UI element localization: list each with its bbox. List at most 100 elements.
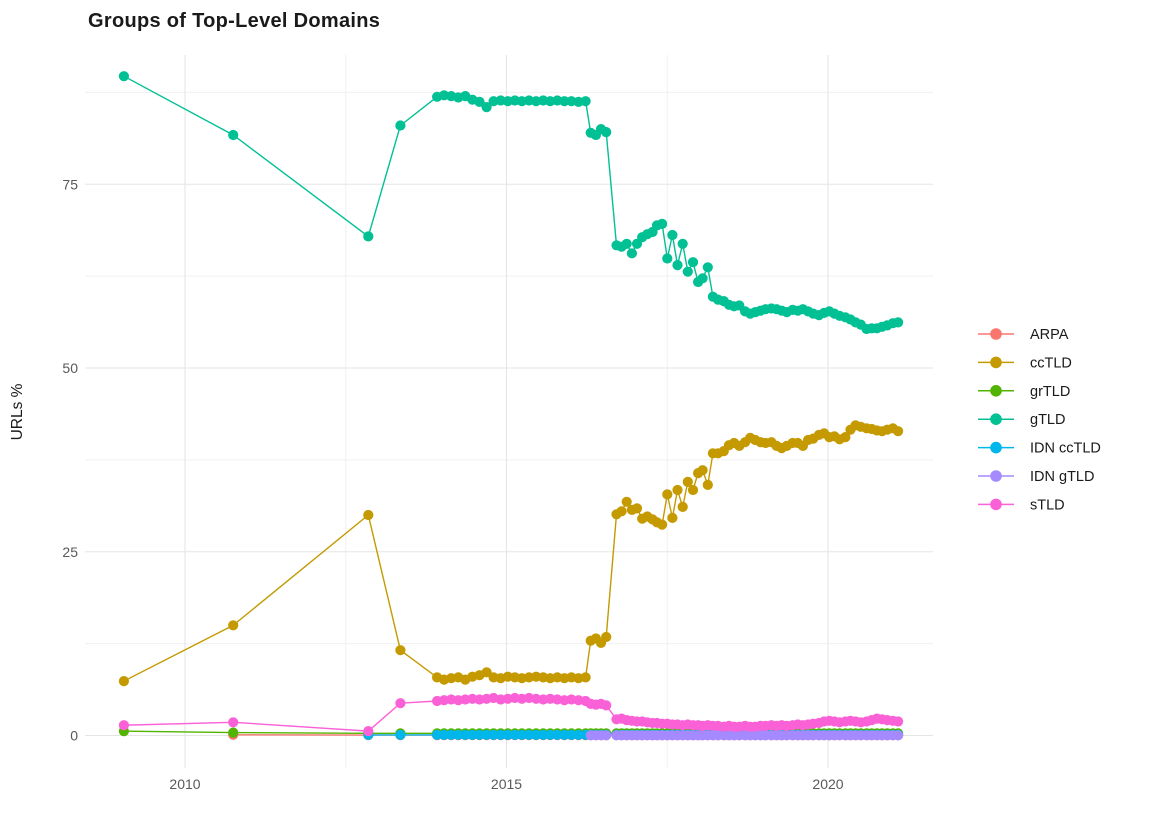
data-point — [453, 729, 464, 741]
data-point — [439, 729, 450, 741]
legend-key-dot-idn-gtld — [990, 470, 1002, 482]
legend-item-arpa: ARPA — [978, 327, 1069, 343]
data-point — [228, 717, 239, 728]
data-point — [893, 426, 904, 437]
data-point — [601, 700, 612, 711]
data-point — [460, 729, 471, 741]
data-point — [432, 729, 443, 741]
data-point — [677, 238, 688, 249]
data-point — [509, 729, 520, 741]
series-points-idn-gtld — [585, 730, 904, 741]
axis-tick-labels: 0 25 50 75 2010 2015 2020 — [62, 176, 843, 792]
legend-item-cctld: ccTLD — [978, 355, 1072, 371]
data-point — [395, 729, 406, 741]
data-point — [697, 465, 708, 476]
x-tick-label: 2020 — [812, 776, 843, 792]
data-point — [573, 729, 584, 741]
legend-label-stld: sTLD — [1030, 497, 1065, 513]
legend-key-dot-grtld — [990, 385, 1002, 397]
data-point — [672, 260, 683, 271]
y-tick-label: 25 — [62, 544, 78, 560]
data-point — [516, 729, 528, 741]
data-point — [657, 519, 668, 530]
data-point — [580, 672, 591, 683]
series-line-cctld — [123, 424, 899, 682]
legend-key-dot-cctld — [990, 356, 1002, 369]
legend-label-grtld: grTLD — [1030, 384, 1070, 400]
data-point — [601, 730, 612, 741]
data-point — [474, 96, 485, 107]
data-point — [495, 729, 506, 741]
series-cctld — [118, 420, 904, 687]
data-point — [840, 432, 851, 443]
data-point — [118, 720, 129, 731]
series-gtld — [118, 71, 904, 335]
data-point — [118, 71, 129, 82]
legend-label-cctld: ccTLD — [1030, 355, 1072, 371]
data-point — [616, 506, 627, 517]
data-point — [118, 676, 129, 687]
data-point — [446, 729, 457, 741]
data-point — [601, 631, 612, 643]
legend-key-dot-idn-cctld — [990, 441, 1002, 454]
data-point — [687, 484, 699, 496]
y-tick-label: 0 — [70, 728, 78, 744]
data-point — [559, 96, 570, 107]
series-points-cctld — [118, 420, 904, 687]
data-point — [502, 729, 513, 741]
data-point — [559, 729, 570, 741]
data-point — [395, 698, 406, 709]
legend-key-dot-gtld — [990, 413, 1002, 426]
legend-item-stld: sTLD — [978, 497, 1065, 513]
data-point — [531, 729, 542, 741]
data-point — [682, 476, 693, 487]
chart-title: Groups of Top-Level Domains — [88, 10, 380, 32]
data-point — [395, 120, 406, 131]
legend-label-idn-cctld: IDN ccTLD — [1030, 441, 1101, 457]
data-point — [481, 729, 492, 741]
data-point — [657, 218, 668, 229]
legend-item-idn-cctld: IDN ccTLD — [978, 441, 1101, 457]
data-point — [228, 129, 239, 141]
legend-label-gtld: gTLD — [1030, 412, 1065, 428]
data-point — [682, 266, 693, 277]
legend-key-dot-arpa — [990, 328, 1002, 340]
x-tick-label: 2015 — [491, 776, 522, 792]
data-series — [118, 71, 904, 741]
legend-item-idn-gtld: IDN gTLD — [978, 469, 1094, 485]
series-points-stld — [118, 692, 904, 737]
data-point — [667, 512, 678, 524]
data-point — [481, 102, 492, 113]
data-point — [702, 262, 713, 273]
data-point — [687, 257, 699, 268]
data-point — [523, 729, 535, 741]
y-tick-label: 50 — [62, 360, 78, 376]
data-point — [363, 726, 374, 737]
data-point — [893, 317, 904, 328]
gridlines — [85, 55, 933, 768]
data-point — [481, 667, 492, 678]
legend: ARPA ccTLD grTLD gTLD IDN ccTLD IDN gTLD sTLD — [978, 327, 1101, 513]
legend-label-idn-gtld: IDN gTLD — [1030, 469, 1094, 485]
data-point — [621, 496, 632, 507]
data-point — [667, 229, 678, 241]
data-point — [580, 96, 591, 107]
data-point — [626, 248, 638, 259]
data-point — [488, 729, 499, 741]
series-points-gtld — [118, 71, 904, 335]
y-axis-title: URLs % — [9, 383, 26, 440]
data-point — [621, 238, 632, 249]
data-point — [474, 729, 485, 741]
data-point — [601, 127, 612, 138]
series-stld — [118, 692, 904, 737]
data-point — [631, 503, 643, 514]
data-point — [395, 645, 406, 656]
data-point — [545, 729, 556, 741]
data-point — [702, 479, 713, 490]
legend-item-gtld: gTLD — [978, 412, 1065, 428]
series-line-gtld — [123, 75, 899, 330]
data-point — [538, 729, 549, 741]
data-point — [697, 273, 708, 284]
data-point — [552, 729, 563, 741]
